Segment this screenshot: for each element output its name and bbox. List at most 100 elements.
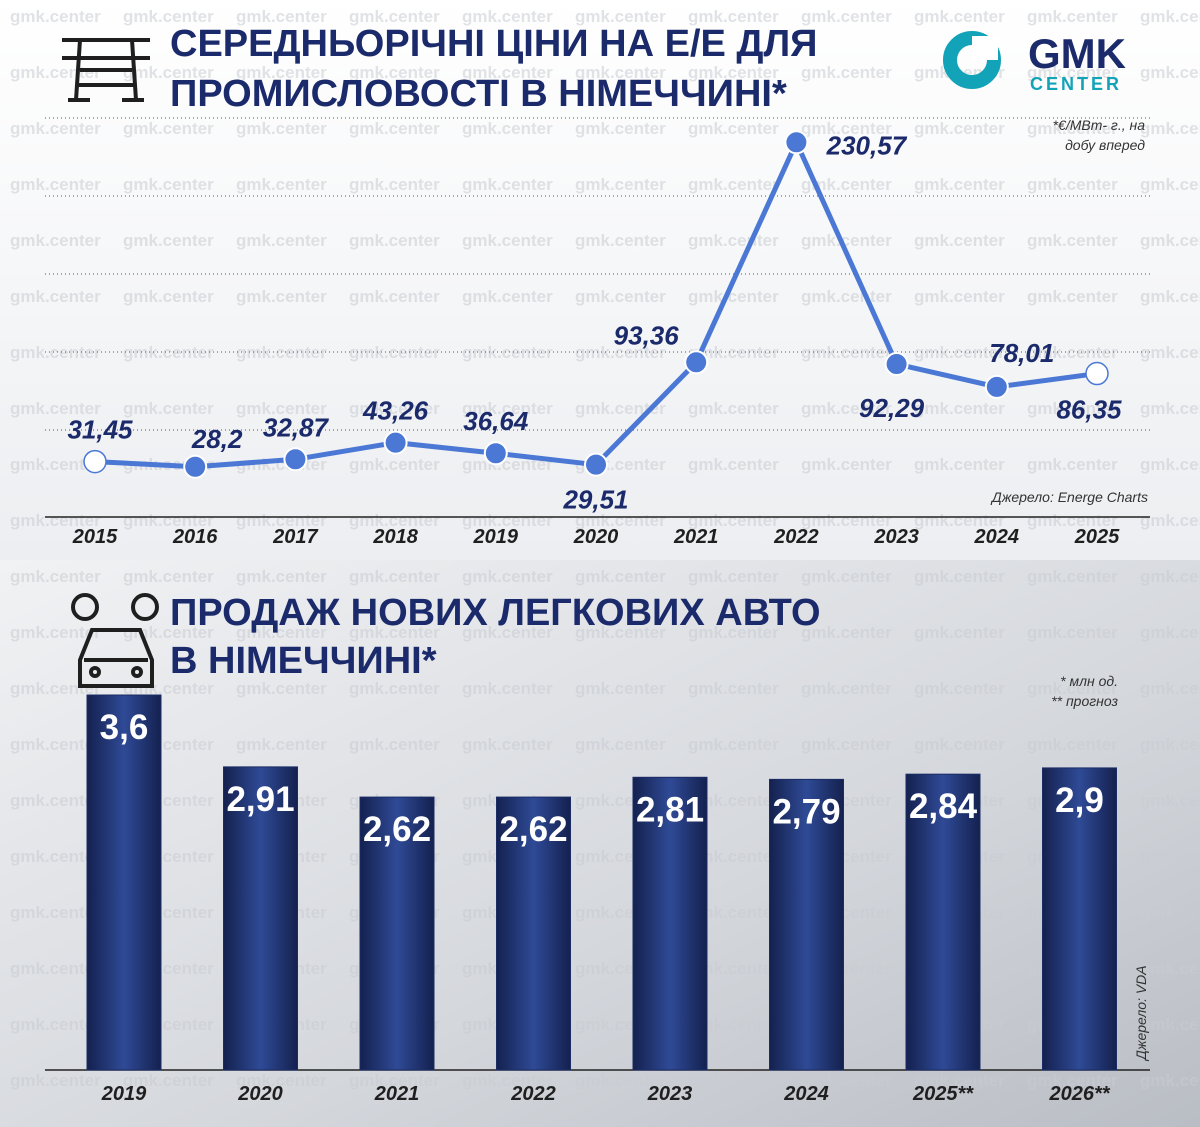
watermark: gmk.center — [236, 175, 327, 194]
x-tick-label: 2018 — [372, 526, 418, 548]
watermark: gmk.center — [688, 231, 779, 250]
watermark: gmk.center — [801, 399, 892, 418]
watermark: gmk.center — [349, 7, 440, 26]
watermark: gmk.center — [462, 119, 553, 138]
watermark: gmk.center — [10, 791, 101, 810]
watermark: gmk.center — [123, 343, 214, 362]
watermark: gmk.center — [1140, 791, 1200, 810]
watermark: gmk.center — [236, 399, 327, 418]
watermark: gmk.center — [575, 63, 666, 82]
watermark: gmk.center — [801, 287, 892, 306]
watermark: gmk.center — [575, 231, 666, 250]
watermark: gmk.center — [236, 511, 327, 530]
watermark: gmk.center — [575, 343, 666, 362]
watermark: gmk.center — [1027, 343, 1118, 362]
x-tick-label: 2020 — [237, 1083, 283, 1105]
watermark: gmk.center — [801, 1071, 892, 1090]
watermark: gmk.center — [1027, 175, 1118, 194]
value-label: 2,81 — [636, 790, 704, 829]
watermark: gmk.center — [688, 7, 779, 26]
point — [483, 441, 508, 466]
value-label: 78,01 — [989, 338, 1054, 368]
chart-title: СЕРЕДНЬОРІЧНІ ЦІНИ НА Е/Е ДЛЯ — [170, 23, 817, 65]
point — [984, 374, 1009, 399]
watermark: gmk.center — [462, 1071, 553, 1090]
watermark: gmk.center — [914, 231, 1005, 250]
watermark: gmk.center — [688, 567, 779, 586]
watermark: gmk.center — [236, 119, 327, 138]
point — [784, 130, 809, 155]
watermark: gmk.center — [10, 399, 101, 418]
watermark: gmk.center — [1027, 511, 1118, 530]
watermark: gmk.center — [123, 399, 214, 418]
watermark: gmk.center — [236, 231, 327, 250]
watermark: gmk.center — [462, 735, 553, 754]
watermark: gmk.center — [1140, 175, 1200, 194]
watermark: gmk.center — [1140, 735, 1200, 754]
watermark: gmk.center — [688, 287, 779, 306]
watermark: gmk.center — [462, 455, 553, 474]
watermark: gmk.center — [1027, 455, 1118, 474]
logo-subname: CENTER — [1030, 74, 1122, 94]
watermark: gmk.center — [123, 287, 214, 306]
watermark: gmk.center — [236, 7, 327, 26]
watermark: gmk.center — [10, 1071, 101, 1090]
watermark: gmk.center — [10, 343, 101, 362]
bar — [1042, 767, 1117, 1071]
watermark: gmk.center — [462, 343, 553, 362]
watermark: gmk.center — [462, 7, 553, 26]
bar — [496, 796, 571, 1071]
watermark: gmk.center — [1140, 623, 1200, 642]
watermark: gmk.center — [462, 567, 553, 586]
watermark: gmk.center — [914, 287, 1005, 306]
watermark: gmk.center — [688, 735, 779, 754]
watermark: gmk.center — [914, 623, 1005, 642]
watermark: gmk.center — [349, 735, 440, 754]
chart-title: ПРОДАЖ НОВИХ ЛЕГКОВИХ АВТО — [170, 592, 821, 634]
watermark: gmk.center — [688, 791, 779, 810]
watermark: gmk.center — [10, 287, 101, 306]
watermark: gmk.center — [575, 679, 666, 698]
watermark: gmk.center — [914, 175, 1005, 194]
watermark: gmk.center — [801, 567, 892, 586]
chart-title: В НІМЕЧЧИНІ* — [170, 640, 437, 682]
watermark: gmk.center — [236, 623, 327, 642]
watermark: gmk.center — [1027, 287, 1118, 306]
watermark: gmk.center — [10, 175, 101, 194]
watermark: gmk.center — [236, 735, 327, 754]
watermark: gmk.center — [10, 623, 101, 642]
x-tick-label: 2022 — [510, 1083, 556, 1105]
watermark: gmk.center — [1027, 7, 1118, 26]
note: добу вперед — [1065, 137, 1145, 153]
watermark: gmk.center — [123, 7, 214, 26]
watermark: gmk.center — [801, 455, 892, 474]
value-label: 2,91 — [226, 780, 294, 819]
watermark: gmk.center — [349, 343, 440, 362]
watermark: gmk.center — [688, 455, 779, 474]
watermark: gmk.center — [10, 735, 101, 754]
watermark: gmk.center — [575, 1071, 666, 1090]
watermark: gmk.center — [914, 679, 1005, 698]
watermark: gmk.center — [123, 63, 214, 82]
watermark: gmk.center — [349, 567, 440, 586]
watermark: gmk.center — [462, 623, 553, 642]
watermark: gmk.center — [1140, 287, 1200, 306]
watermark: gmk.center — [10, 847, 101, 866]
watermark: gmk.center — [1027, 63, 1118, 82]
watermark: gmk.center — [349, 175, 440, 194]
x-tick-label: 2024 — [974, 526, 1020, 548]
watermark: gmk.center — [688, 959, 779, 978]
watermark: gmk.center — [10, 231, 101, 250]
x-tick-label: 2025 — [1074, 526, 1120, 548]
logo-name: GMK — [1028, 30, 1126, 77]
value-label: 230,57 — [826, 130, 908, 160]
watermark: gmk.center — [1140, 1071, 1200, 1090]
watermark: gmk.center — [1027, 567, 1118, 586]
car-icon — [71, 593, 159, 688]
background-bottom — [0, 560, 1200, 1127]
watermark: gmk.center — [10, 511, 101, 530]
watermark: gmk.center — [801, 735, 892, 754]
value-label: 32,87 — [263, 412, 330, 442]
watermark: gmk.center — [914, 511, 1005, 530]
value-label: 92,29 — [859, 393, 925, 423]
